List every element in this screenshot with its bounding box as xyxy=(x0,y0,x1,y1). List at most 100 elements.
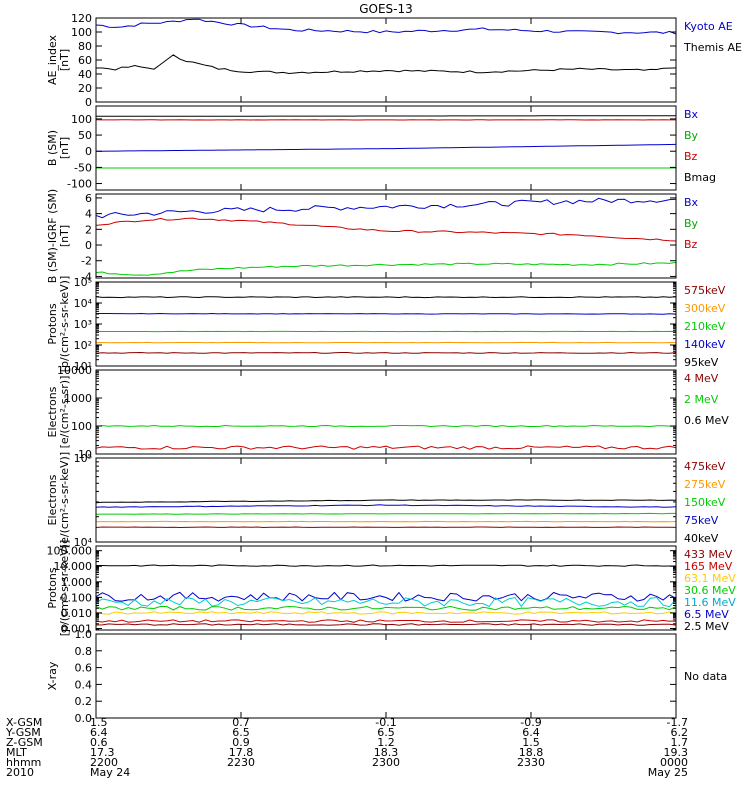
x-axis-value: 6.5 xyxy=(377,726,395,739)
x-axis-value: 18.8 xyxy=(519,746,544,759)
y-tick-label: 0.4 xyxy=(75,678,93,691)
legend-entry: By xyxy=(684,129,699,142)
legend-entry: 63.1 MeV xyxy=(684,572,736,585)
x-axis-value: 1.5 xyxy=(522,736,540,749)
y-tick-label: 1.0 xyxy=(75,628,93,641)
x-axis-value: 17.3 xyxy=(90,746,115,759)
y-tick-label: 10 xyxy=(78,448,92,461)
y-tick-label: -4 xyxy=(81,270,92,283)
x-axis-row-label: MLT xyxy=(6,746,27,759)
series-line-1-2 xyxy=(96,54,676,75)
panel-6: 10⁵ 10⁴ Electrons [e/(cm²-s-sr-keV)] 475keV 2… xyxy=(46,452,726,549)
legend-entry: 75keV xyxy=(684,514,719,527)
x-axis-value: 2230 xyxy=(227,756,255,769)
y-tick-label: 4 xyxy=(85,208,92,221)
legend-entry: 11.6 MeV xyxy=(684,596,736,609)
y-axis-unit: [nT] xyxy=(58,225,71,247)
x-axis-value: 18.3 xyxy=(374,746,399,759)
y-tick-label: 10³ xyxy=(74,318,92,331)
x-axis-value: May 25 xyxy=(648,766,688,779)
series-line-4-1 xyxy=(96,351,676,354)
y-axis-label: B (SM)-IGRF (SM) xyxy=(46,189,59,283)
legend-entry: 40keV xyxy=(684,532,719,545)
x-axis-value: 6.4 xyxy=(90,726,108,739)
y-tick-label: 0.6 xyxy=(75,662,93,675)
x-axis-value: 1.5 xyxy=(90,716,108,729)
y-tick-label: 0 xyxy=(85,145,92,158)
y-axis-unit: [nT] xyxy=(58,137,71,159)
y-tick-label: 10⁴ xyxy=(74,297,93,310)
legend-entry: Bz xyxy=(684,150,698,163)
legend-entry: 2.5 MeV xyxy=(684,620,729,633)
y-tick-label: -50 xyxy=(74,161,92,174)
y-tick-label: 0.2 xyxy=(75,695,93,708)
legend-entry: Bz xyxy=(684,238,698,251)
y-tick-label: 80 xyxy=(78,40,92,53)
series-line-2-4 xyxy=(96,115,676,117)
series-line-6-4 xyxy=(96,504,676,508)
y-axis-label: X-ray xyxy=(46,661,59,690)
y-tick-label: 40 xyxy=(78,68,92,81)
y-tick-label: 10.000 xyxy=(54,560,93,573)
series-line-6-5 xyxy=(96,499,676,504)
x-axis-value: 6.5 xyxy=(232,726,250,739)
series-line-7-6 xyxy=(96,619,676,623)
panel-frame xyxy=(95,369,677,455)
x-axis-table: X-GSMY-GSMZ-GSMMLThhmm20101.56.40.617.32… xyxy=(5,716,688,779)
legend-entry: 95keV xyxy=(684,356,719,369)
series-line-3-2 xyxy=(96,261,676,276)
legend-entry: 150keV xyxy=(684,496,726,509)
x-axis-row-label: X-GSM xyxy=(6,716,42,729)
y-tick-label: 0 xyxy=(85,96,92,109)
panel-frame xyxy=(95,633,677,719)
x-axis-value: 6.4 xyxy=(522,726,540,739)
y-tick-label: 100.000 xyxy=(47,545,93,558)
series-line-3-3 xyxy=(96,217,676,242)
x-axis-row-label: Z-GSM xyxy=(6,736,43,749)
y-tick-label: -2 xyxy=(81,255,92,268)
panel-4: 10⁵ 10⁴ 10³ 10² 10¹ Protons [p/(cm²-s-sr-keV)]… xyxy=(46,276,726,373)
y-tick-label: 10⁴ xyxy=(74,536,93,549)
y-tick-label: 20 xyxy=(78,82,92,95)
y-tick-label: 6 xyxy=(85,192,92,205)
panel-frame xyxy=(95,105,677,191)
y-axis-unit: [p/(cm²-s-sr-keV)] xyxy=(58,276,71,373)
y-tick-label: 0.0 xyxy=(75,712,93,725)
y-axis-label: Protons xyxy=(46,303,59,344)
panel-8: 1.0 0.8 0.6 0.4 0.2 0.0 X-ray No data xyxy=(46,628,727,725)
x-axis-value: -0.9 xyxy=(520,716,541,729)
series-line-1-1 xyxy=(96,18,676,35)
legend-entry: 2 MeV xyxy=(684,393,719,406)
legend-entry: Kyoto AE xyxy=(684,20,733,33)
y-axis-unit: [p/(cm²-s-sr-keV)] xyxy=(58,540,71,637)
legend-entry: Themis AE xyxy=(683,41,742,54)
y-tick-label: 50 xyxy=(78,129,92,142)
x-axis-row-label: hhmm xyxy=(6,756,41,769)
legend-entry: 275keV xyxy=(684,478,726,491)
y-tick-label: 10⁵ xyxy=(74,452,92,465)
x-axis-value: 0.9 xyxy=(232,736,250,749)
legend-entry: 30.6 MeV xyxy=(684,584,736,597)
y-tick-label: 60 xyxy=(78,54,92,67)
y-tick-label: -100 xyxy=(67,178,92,191)
y-tick-label: 10000 xyxy=(57,364,92,377)
x-axis-value: 2300 xyxy=(372,756,400,769)
y-axis-unit: [e/(cm²-s-sr-keV)] xyxy=(58,452,71,548)
legend-entry: 0.6 MeV xyxy=(684,414,729,427)
series-line-4-5 xyxy=(96,296,676,299)
y-tick-label: 100 xyxy=(71,26,92,39)
series-line-6-1 xyxy=(96,526,676,529)
y-tick-label: 0.001 xyxy=(61,622,93,635)
x-axis-value: 17.8 xyxy=(229,746,254,759)
legend-entry: Bx xyxy=(684,108,699,121)
x-axis-value: 6.2 xyxy=(671,726,689,739)
y-axis-unit: [e/(cm²-s-sr)] xyxy=(58,376,71,449)
legend-entry: Bx xyxy=(684,196,699,209)
y-axis-label: Electrons xyxy=(46,474,59,525)
y-tick-label: 0.8 xyxy=(75,645,93,658)
series-line-7-1 xyxy=(96,564,676,567)
panel-3: 6 4 2 0 -2 -4 B (SM)-IGRF (SM) [nT] Bx By Bz xyxy=(46,189,699,284)
y-tick-label: 10¹ xyxy=(74,360,92,373)
